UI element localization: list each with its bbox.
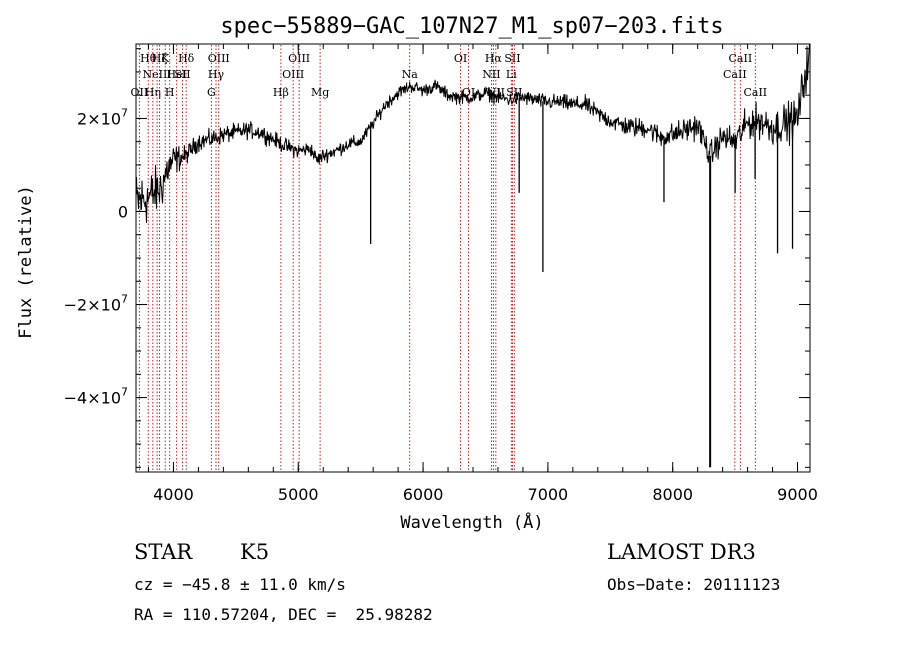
x-tick-label: 6000 bbox=[403, 485, 444, 504]
chart-title: spec−55889−GAC_107N27_M1_sp07−203.fits bbox=[220, 14, 723, 39]
x-tick-label: 7000 bbox=[528, 485, 569, 504]
spectral-line-label: Li bbox=[506, 68, 517, 81]
spectral-line-label: OIII bbox=[282, 68, 304, 81]
x-axis-label: Wavelength (Å) bbox=[400, 511, 543, 533]
spectral-line-label: CaII bbox=[723, 68, 747, 81]
spectral-line-label: SII bbox=[504, 52, 520, 65]
spectral-line-label: HeI bbox=[166, 68, 186, 81]
spectrum-series-line bbox=[135, 43, 810, 224]
y-axis-label: Flux (relative) bbox=[16, 185, 36, 339]
spectral-line-label: H bbox=[165, 86, 175, 99]
spectral-line-label: Hη bbox=[145, 86, 161, 99]
spectral-line-label: SII bbox=[174, 68, 190, 81]
spectral-line-label: NII bbox=[482, 68, 500, 81]
y-axis: 2×107 0 −2×107 −4×107 bbox=[64, 48, 810, 468]
spectral-line-label: CaII bbox=[729, 52, 753, 65]
x-tick-label: 9000 bbox=[777, 485, 818, 504]
spectral-line-markers bbox=[138, 45, 756, 472]
spectral-line-label: NeIII bbox=[143, 68, 172, 81]
observation-date: Obs−Date: 20111123 bbox=[607, 575, 781, 594]
absorption-spikes bbox=[370, 98, 794, 468]
x-tick-label: 5000 bbox=[278, 485, 319, 504]
object-subclass: K5 bbox=[240, 540, 270, 564]
spectral-line-label: OII bbox=[131, 86, 149, 99]
spectral-line-label: OIII bbox=[288, 52, 310, 65]
spectral-line-label: K bbox=[161, 52, 170, 65]
survey-name: LAMOST DR3 bbox=[607, 540, 756, 564]
spectral-line-label: Hγ bbox=[208, 68, 225, 81]
spectral-line-label: G bbox=[207, 86, 216, 99]
spectral-line-label: Hζ bbox=[152, 52, 168, 65]
spectral-line-label: CaII bbox=[743, 86, 767, 99]
x-tick-label: 4000 bbox=[153, 485, 194, 504]
spectral-line-label: OI bbox=[454, 52, 467, 65]
spectral-line-label: OIII bbox=[208, 52, 230, 65]
object-class: STAR bbox=[134, 540, 193, 564]
spectral-line-label: Hβ bbox=[273, 86, 289, 99]
redshift-cz: cz = −45.8 ± 11.0 km/s bbox=[134, 575, 346, 594]
spectral-line-label: Hα bbox=[485, 52, 503, 65]
spectral-line-label: Hθ bbox=[140, 52, 157, 65]
spectral-line-label: Hδ bbox=[178, 52, 195, 65]
spectral-line-label: Mg bbox=[311, 86, 329, 99]
y-tick-label: 0 bbox=[118, 202, 128, 221]
plot-frame bbox=[135, 43, 811, 473]
spectral-line-labels: OIIHθHηNeIIIHζKHHeISIIHδGHγOIIIHβOIIIOII… bbox=[131, 52, 768, 99]
spectral-line-label: Na bbox=[402, 68, 419, 81]
spectrum-chart: spec−55889−GAC_107N27_M1_sp07−203.fits O… bbox=[16, 14, 818, 533]
ra-dec: RA = 110.57204, DEC = 25.98282 bbox=[134, 605, 433, 624]
y-tick-label: −2×107 bbox=[64, 293, 128, 315]
x-axis: 4000 5000 6000 7000 8000 9000 bbox=[147, 44, 818, 504]
x-tick-label: 8000 bbox=[652, 485, 693, 504]
y-tick-label: 2×107 bbox=[77, 106, 128, 128]
y-tick-label: −4×107 bbox=[64, 386, 128, 408]
